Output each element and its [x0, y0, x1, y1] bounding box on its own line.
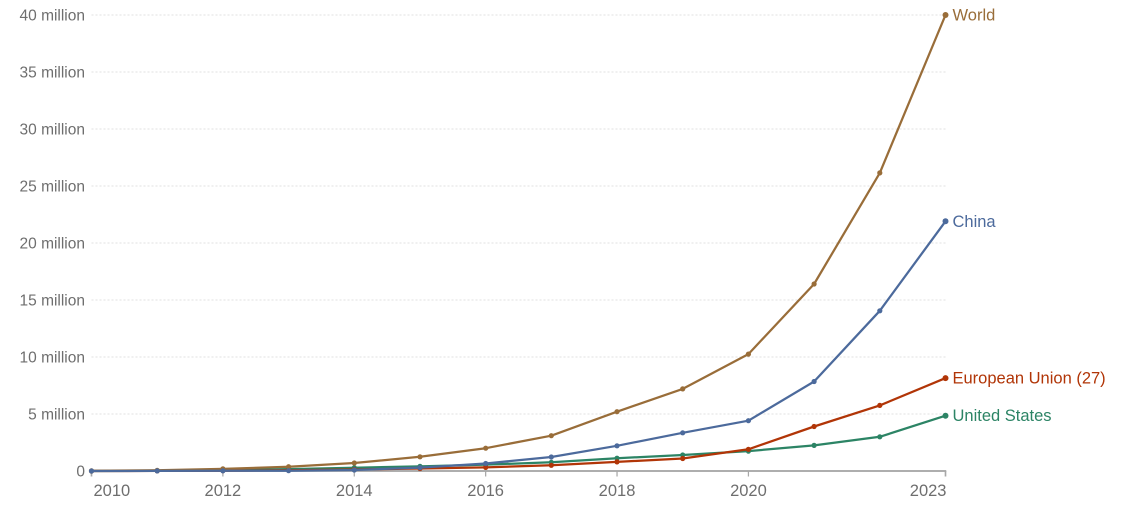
- y-axis-tick-label: 40 million: [20, 8, 85, 25]
- data-point-european-union-27[interactable]: [942, 375, 949, 382]
- series-world: World: [88, 7, 996, 474]
- data-point-china[interactable]: [942, 218, 949, 225]
- series-line-european-union-27[interactable]: [90, 376, 947, 473]
- data-point-china[interactable]: [745, 418, 752, 424]
- y-axis-tick-label: 20 million: [20, 236, 85, 253]
- data-point-united-states[interactable]: [942, 412, 949, 419]
- series-label-united-states[interactable]: United States: [953, 407, 1052, 425]
- data-point-world[interactable]: [351, 460, 357, 466]
- data-point-china[interactable]: [351, 467, 357, 473]
- data-point-world[interactable]: [680, 386, 686, 392]
- series-line-world[interactable]: [90, 13, 947, 472]
- series-china: China: [88, 213, 997, 474]
- data-point-china[interactable]: [811, 378, 817, 385]
- data-point-united-states[interactable]: [877, 434, 883, 440]
- data-point-european-union-27[interactable]: [877, 402, 883, 408]
- data-point-china[interactable]: [548, 454, 554, 460]
- data-point-world[interactable]: [483, 445, 489, 451]
- data-point-world[interactable]: [614, 409, 620, 415]
- data-point-european-union-27[interactable]: [745, 446, 752, 452]
- y-axis-tick-label: 10 million: [20, 350, 85, 367]
- data-point-world[interactable]: [286, 464, 292, 470]
- data-point-united-states[interactable]: [614, 455, 620, 461]
- data-point-world[interactable]: [942, 12, 949, 18]
- x-axis-tick-label: 2012: [205, 482, 242, 500]
- series-label-world[interactable]: World: [953, 7, 996, 25]
- data-point-world[interactable]: [811, 281, 817, 287]
- data-point-world[interactable]: [417, 454, 423, 460]
- y-axis-tick-label: 5 million: [28, 407, 85, 424]
- series-line-china[interactable]: [90, 220, 947, 473]
- data-point-china[interactable]: [680, 430, 686, 436]
- data-point-china[interactable]: [614, 443, 620, 449]
- data-point-world[interactable]: [877, 170, 883, 176]
- data-point-european-union-27[interactable]: [680, 455, 686, 462]
- x-axis-tick-label: 2014: [336, 482, 373, 500]
- data-point-european-union-27[interactable]: [614, 459, 620, 465]
- y-axis-tick-label: 0: [76, 464, 85, 481]
- data-point-world[interactable]: [548, 433, 554, 439]
- series-label-european-union-27[interactable]: European Union (27): [953, 370, 1106, 388]
- y-axis-tick-label: 25 million: [20, 179, 85, 196]
- x-axis-tick-label: 2023: [910, 482, 947, 500]
- data-point-china[interactable]: [286, 468, 292, 474]
- data-point-china[interactable]: [88, 468, 95, 474]
- series-line-united-states[interactable]: [90, 414, 947, 473]
- data-point-european-union-27[interactable]: [548, 462, 554, 468]
- y-axis-tick-label: 15 million: [20, 293, 85, 310]
- data-point-world[interactable]: [745, 351, 752, 357]
- data-point-united-states[interactable]: [811, 442, 817, 448]
- data-point-china[interactable]: [877, 308, 883, 314]
- data-point-china[interactable]: [154, 468, 160, 474]
- series-label-china[interactable]: China: [953, 213, 997, 231]
- data-point-china[interactable]: [220, 468, 226, 474]
- data-point-european-union-27[interactable]: [483, 464, 489, 470]
- x-axis-tick-label: 2010: [94, 482, 131, 500]
- y-axis-tick-label: 30 million: [20, 122, 85, 139]
- data-point-china[interactable]: [483, 460, 489, 467]
- x-axis-tick-label: 2016: [467, 482, 504, 500]
- x-axis-tick-label: 2018: [599, 482, 636, 500]
- data-point-european-union-27[interactable]: [811, 423, 817, 430]
- x-axis-tick-label: 2020: [730, 482, 767, 500]
- y-axis-tick-label: 35 million: [20, 65, 85, 82]
- data-point-china[interactable]: [417, 465, 423, 471]
